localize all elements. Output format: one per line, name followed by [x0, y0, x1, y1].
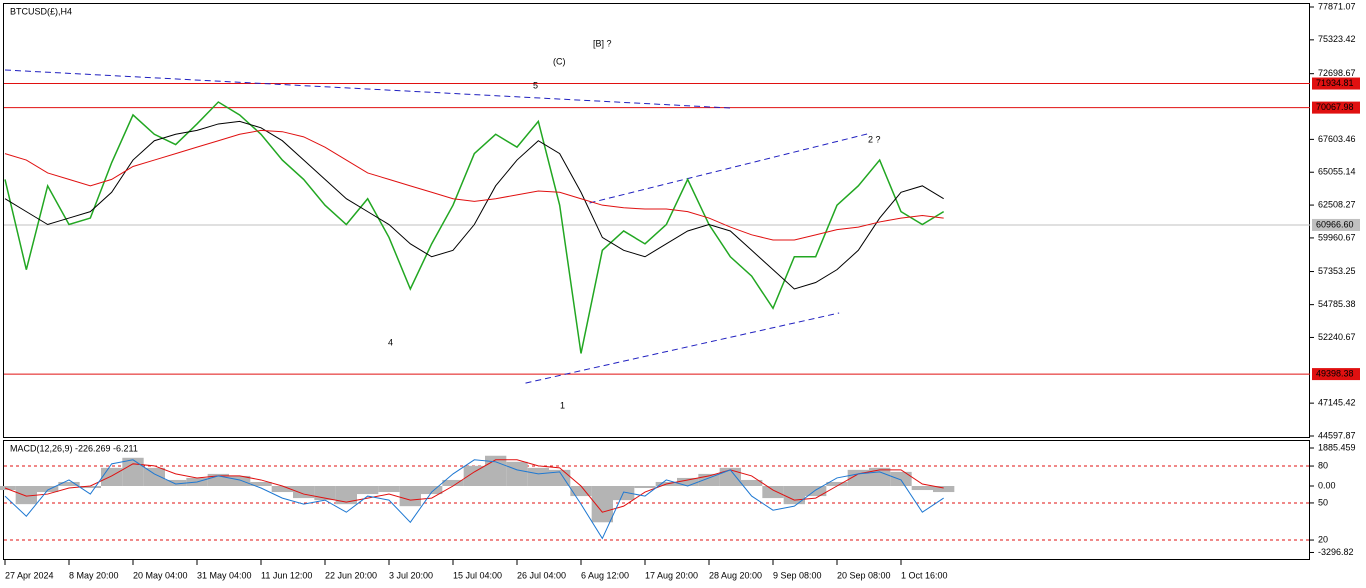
histogram-bar — [335, 486, 357, 505]
histogram-bar — [250, 481, 272, 487]
x-tick-label: 22 Jun 20:00 — [325, 570, 377, 580]
x-tick-label: 8 May 20:00 — [69, 570, 119, 580]
histogram-bar — [421, 486, 443, 495]
histogram-bar — [442, 479, 464, 487]
histogram-bar — [357, 486, 379, 495]
histogram-bar — [911, 486, 933, 491]
series-line — [4, 129, 944, 241]
x-tick-label: 15 Jul 04:00 — [453, 570, 502, 580]
x-tick-label: 6 Aug 12:00 — [581, 570, 629, 580]
histogram-bar — [890, 471, 912, 487]
histogram-bar — [677, 477, 699, 487]
histogram-bar — [591, 486, 613, 523]
y-tick-label: 0.00 — [1318, 480, 1336, 490]
x-tick-label: 17 Aug 20:00 — [645, 570, 698, 580]
y-tick-label: 54785.38 — [1318, 299, 1356, 309]
x-tick-label: 26 Jul 04:00 — [517, 570, 566, 580]
y-tick-label: 50 — [1318, 497, 1328, 507]
macd-title: MACD(12,26,9) -226.269 -6.211 — [10, 443, 138, 453]
series-line — [4, 120, 944, 290]
histogram-bar — [527, 467, 549, 487]
series-line — [4, 459, 944, 513]
y-tick-label: 20 — [1318, 534, 1328, 544]
wave-label: (C) — [553, 56, 566, 66]
wave-label: 5 — [533, 80, 538, 90]
x-tick-label: 28 Aug 20:00 — [709, 570, 762, 580]
y-tick-label: 65055.14 — [1318, 167, 1356, 177]
histogram-bar — [826, 481, 848, 487]
y-tick-label: 75323.42 — [1318, 34, 1356, 44]
histogram-bar — [229, 475, 251, 487]
y-tick-label: 52240.67 — [1318, 332, 1356, 342]
level-box — [1312, 77, 1360, 90]
main-pane-frame — [3, 3, 1310, 438]
y-tick-label: 80 — [1318, 460, 1328, 470]
macd-pane-frame — [3, 440, 1310, 560]
histogram-bar — [399, 486, 421, 507]
histogram-bar — [58, 481, 80, 487]
histogram-bar — [933, 486, 955, 493]
histogram-bar — [0, 486, 16, 491]
histogram-bar — [570, 486, 592, 497]
chart-title: BTCUSD(£),H4 — [10, 6, 72, 16]
level-label: 70067.98 — [1316, 102, 1354, 112]
x-tick-label: 1 Oct 16:00 — [901, 570, 948, 580]
y-tick-label: 72698.67 — [1318, 68, 1356, 78]
level-box — [1312, 368, 1360, 381]
x-tick-label: 20 Sep 08:00 — [837, 570, 891, 580]
histogram-bar — [293, 486, 315, 499]
wave-label: 4 — [388, 337, 393, 347]
histogram-bar — [549, 469, 571, 487]
trendline — [589, 132, 872, 204]
histogram-bar — [463, 465, 485, 487]
y-tick-label: 1885.459 — [1318, 442, 1356, 452]
y-tick-label: 67603.46 — [1318, 134, 1356, 144]
wave-label: [B] ? — [593, 38, 612, 48]
histogram-bar — [783, 486, 805, 505]
y-tick-label: -3296.82 — [1318, 547, 1354, 557]
histogram-bar — [165, 479, 187, 487]
histogram-bar — [634, 486, 656, 489]
histogram-bar — [15, 486, 37, 505]
x-tick-label: 11 Jun 12:00 — [261, 570, 312, 580]
histogram-bar — [101, 467, 123, 487]
histogram-bar — [869, 467, 891, 487]
histogram-bar — [805, 486, 827, 497]
x-tick-label: 27 Apr 2024 — [5, 570, 54, 580]
histogram-bar — [741, 479, 763, 487]
y-tick-label: 47145.42 — [1318, 398, 1356, 408]
histogram-bar — [122, 457, 144, 487]
wave-label: 1 — [560, 400, 565, 410]
x-tick-label: 31 May 04:00 — [197, 570, 252, 580]
level-label: 71934.81 — [1316, 78, 1354, 88]
y-tick-label: 77871.07 — [1318, 1, 1356, 11]
x-tick-label: 9 Sep 08:00 — [773, 570, 822, 580]
y-tick-label: 57353.25 — [1318, 266, 1356, 276]
histogram-bar — [79, 486, 101, 489]
level-box — [1312, 101, 1360, 114]
wave-label: 2 ? — [868, 134, 881, 144]
histogram-bar — [762, 486, 784, 499]
level-label: 60966.60 — [1316, 219, 1354, 229]
histogram-bar — [847, 469, 869, 487]
histogram-bar — [378, 486, 400, 493]
histogram-bar — [37, 486, 59, 493]
histogram-bar — [506, 461, 528, 487]
trendline — [4, 69, 731, 109]
x-tick-label: 20 May 04:00 — [133, 570, 188, 580]
y-tick-label: 62508.27 — [1318, 199, 1356, 209]
series-line — [4, 459, 944, 540]
level-label: 49398.38 — [1316, 368, 1354, 378]
x-tick-label: 3 Jul 20:00 — [389, 570, 433, 580]
histogram-bar — [271, 486, 293, 493]
y-tick-label: 59960.67 — [1318, 232, 1356, 242]
level-box — [1312, 218, 1360, 231]
series-line — [4, 101, 945, 354]
histogram-bar — [143, 467, 165, 487]
y-tick-label: 44597.87 — [1318, 430, 1356, 440]
trendline — [525, 312, 840, 384]
